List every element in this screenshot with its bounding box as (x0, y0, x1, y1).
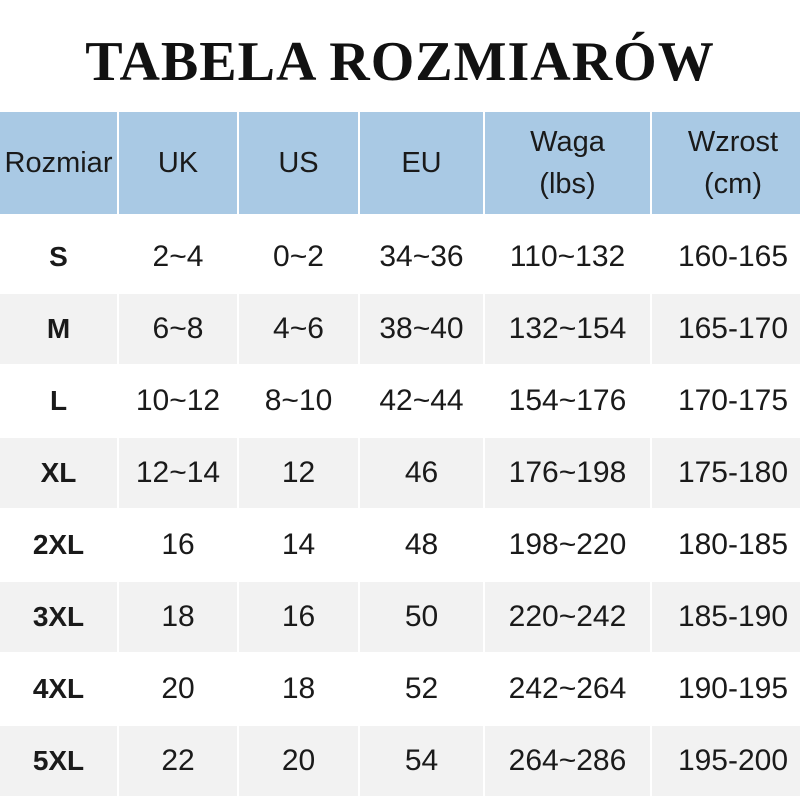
table-cell: 34~36 (360, 222, 483, 294)
table-cell: 2~4 (119, 222, 237, 294)
table-cell: 42~44 (360, 366, 483, 438)
column-header-line: Wzrost (687, 126, 779, 158)
table-cell: 16 (119, 510, 237, 582)
table-row: L 10~12 8~10 42~44 154~176 170-175 (0, 366, 800, 438)
size-label: 5XL (0, 726, 117, 798)
table-cell: 165-170 (652, 294, 800, 366)
column-header-line: (lbs) (539, 168, 596, 200)
table-cell: 175-180 (652, 438, 800, 510)
size-label: L (0, 366, 117, 438)
table-cell: 18 (119, 582, 237, 654)
table-cell: 264~286 (485, 726, 650, 798)
table-cell: 38~40 (360, 294, 483, 366)
table-cell: 170-175 (652, 366, 800, 438)
table-cell: 190-195 (652, 654, 800, 726)
table-cell: 4~6 (239, 294, 358, 366)
size-label: M (0, 294, 117, 366)
table-cell: 48 (360, 510, 483, 582)
table-row: 2XL 16 14 48 198~220 180-185 (0, 510, 800, 582)
table-cell: 46 (360, 438, 483, 510)
table-cell: 0~2 (239, 222, 358, 294)
size-label: 3XL (0, 582, 117, 654)
size-label: XL (0, 438, 117, 510)
column-header: Wzrost (cm) (652, 112, 800, 214)
table-row: S 2~4 0~2 34~36 110~132 160-165 (0, 222, 800, 294)
column-header-line: EU (401, 147, 442, 179)
table-cell: 176~198 (485, 438, 650, 510)
table-cell: 20 (119, 654, 237, 726)
table-cell: 160-165 (652, 222, 800, 294)
table-cell: 10~12 (119, 366, 237, 438)
column-header-line: US (278, 147, 319, 179)
table-cell: 14 (239, 510, 358, 582)
table-cell: 52 (360, 654, 483, 726)
table-row: 5XL 22 20 54 264~286 195-200 (0, 726, 800, 798)
column-header: Rozmiar (0, 112, 117, 214)
column-header: Waga (lbs) (485, 112, 650, 214)
table-cell: 54 (360, 726, 483, 798)
table-row: 4XL 20 18 52 242~264 190-195 (0, 654, 800, 726)
table-cell: 50 (360, 582, 483, 654)
column-header-line: (cm) (704, 168, 762, 200)
table-cell: 8~10 (239, 366, 358, 438)
column-header-line: Rozmiar (4, 147, 113, 179)
table-cell: 220~242 (485, 582, 650, 654)
table-cell: 18 (239, 654, 358, 726)
table-row: XL 12~14 12 46 176~198 175-180 (0, 438, 800, 510)
size-label: 2XL (0, 510, 117, 582)
column-header-line: Waga (530, 126, 605, 158)
table-cell: 242~264 (485, 654, 650, 726)
table-cell: 20 (239, 726, 358, 798)
size-label: 4XL (0, 654, 117, 726)
header-row: Rozmiar UK US EU Waga (lbs) Wzrost (cm) (0, 112, 800, 214)
size-label: S (0, 222, 117, 294)
table-cell: 154~176 (485, 366, 650, 438)
page-title: TABELA ROZMIARÓW (85, 31, 715, 93)
table-cell: 12 (239, 438, 358, 510)
column-header: US (239, 112, 358, 214)
column-header: UK (119, 112, 237, 214)
table-cell: 22 (119, 726, 237, 798)
column-header: EU (360, 112, 483, 214)
size-chart-table: Rozmiar UK US EU Waga (lbs) Wzrost (cm) S 2~4 0~2… (0, 112, 800, 798)
column-header-line: UK (157, 147, 199, 179)
table-cell: 12~14 (119, 438, 237, 510)
table-cell: 132~154 (485, 294, 650, 366)
table-cell: 185-190 (652, 582, 800, 654)
table-cell: 110~132 (485, 222, 650, 294)
table-row: M 6~8 4~6 38~40 132~154 165-170 (0, 294, 800, 366)
table-cell: 180-185 (652, 510, 800, 582)
table-cell: 16 (239, 582, 358, 654)
table-cell: 198~220 (485, 510, 650, 582)
table-cell: 195-200 (652, 726, 800, 798)
table-row: 3XL 18 16 50 220~242 185-190 (0, 582, 800, 654)
table-cell: 6~8 (119, 294, 237, 366)
